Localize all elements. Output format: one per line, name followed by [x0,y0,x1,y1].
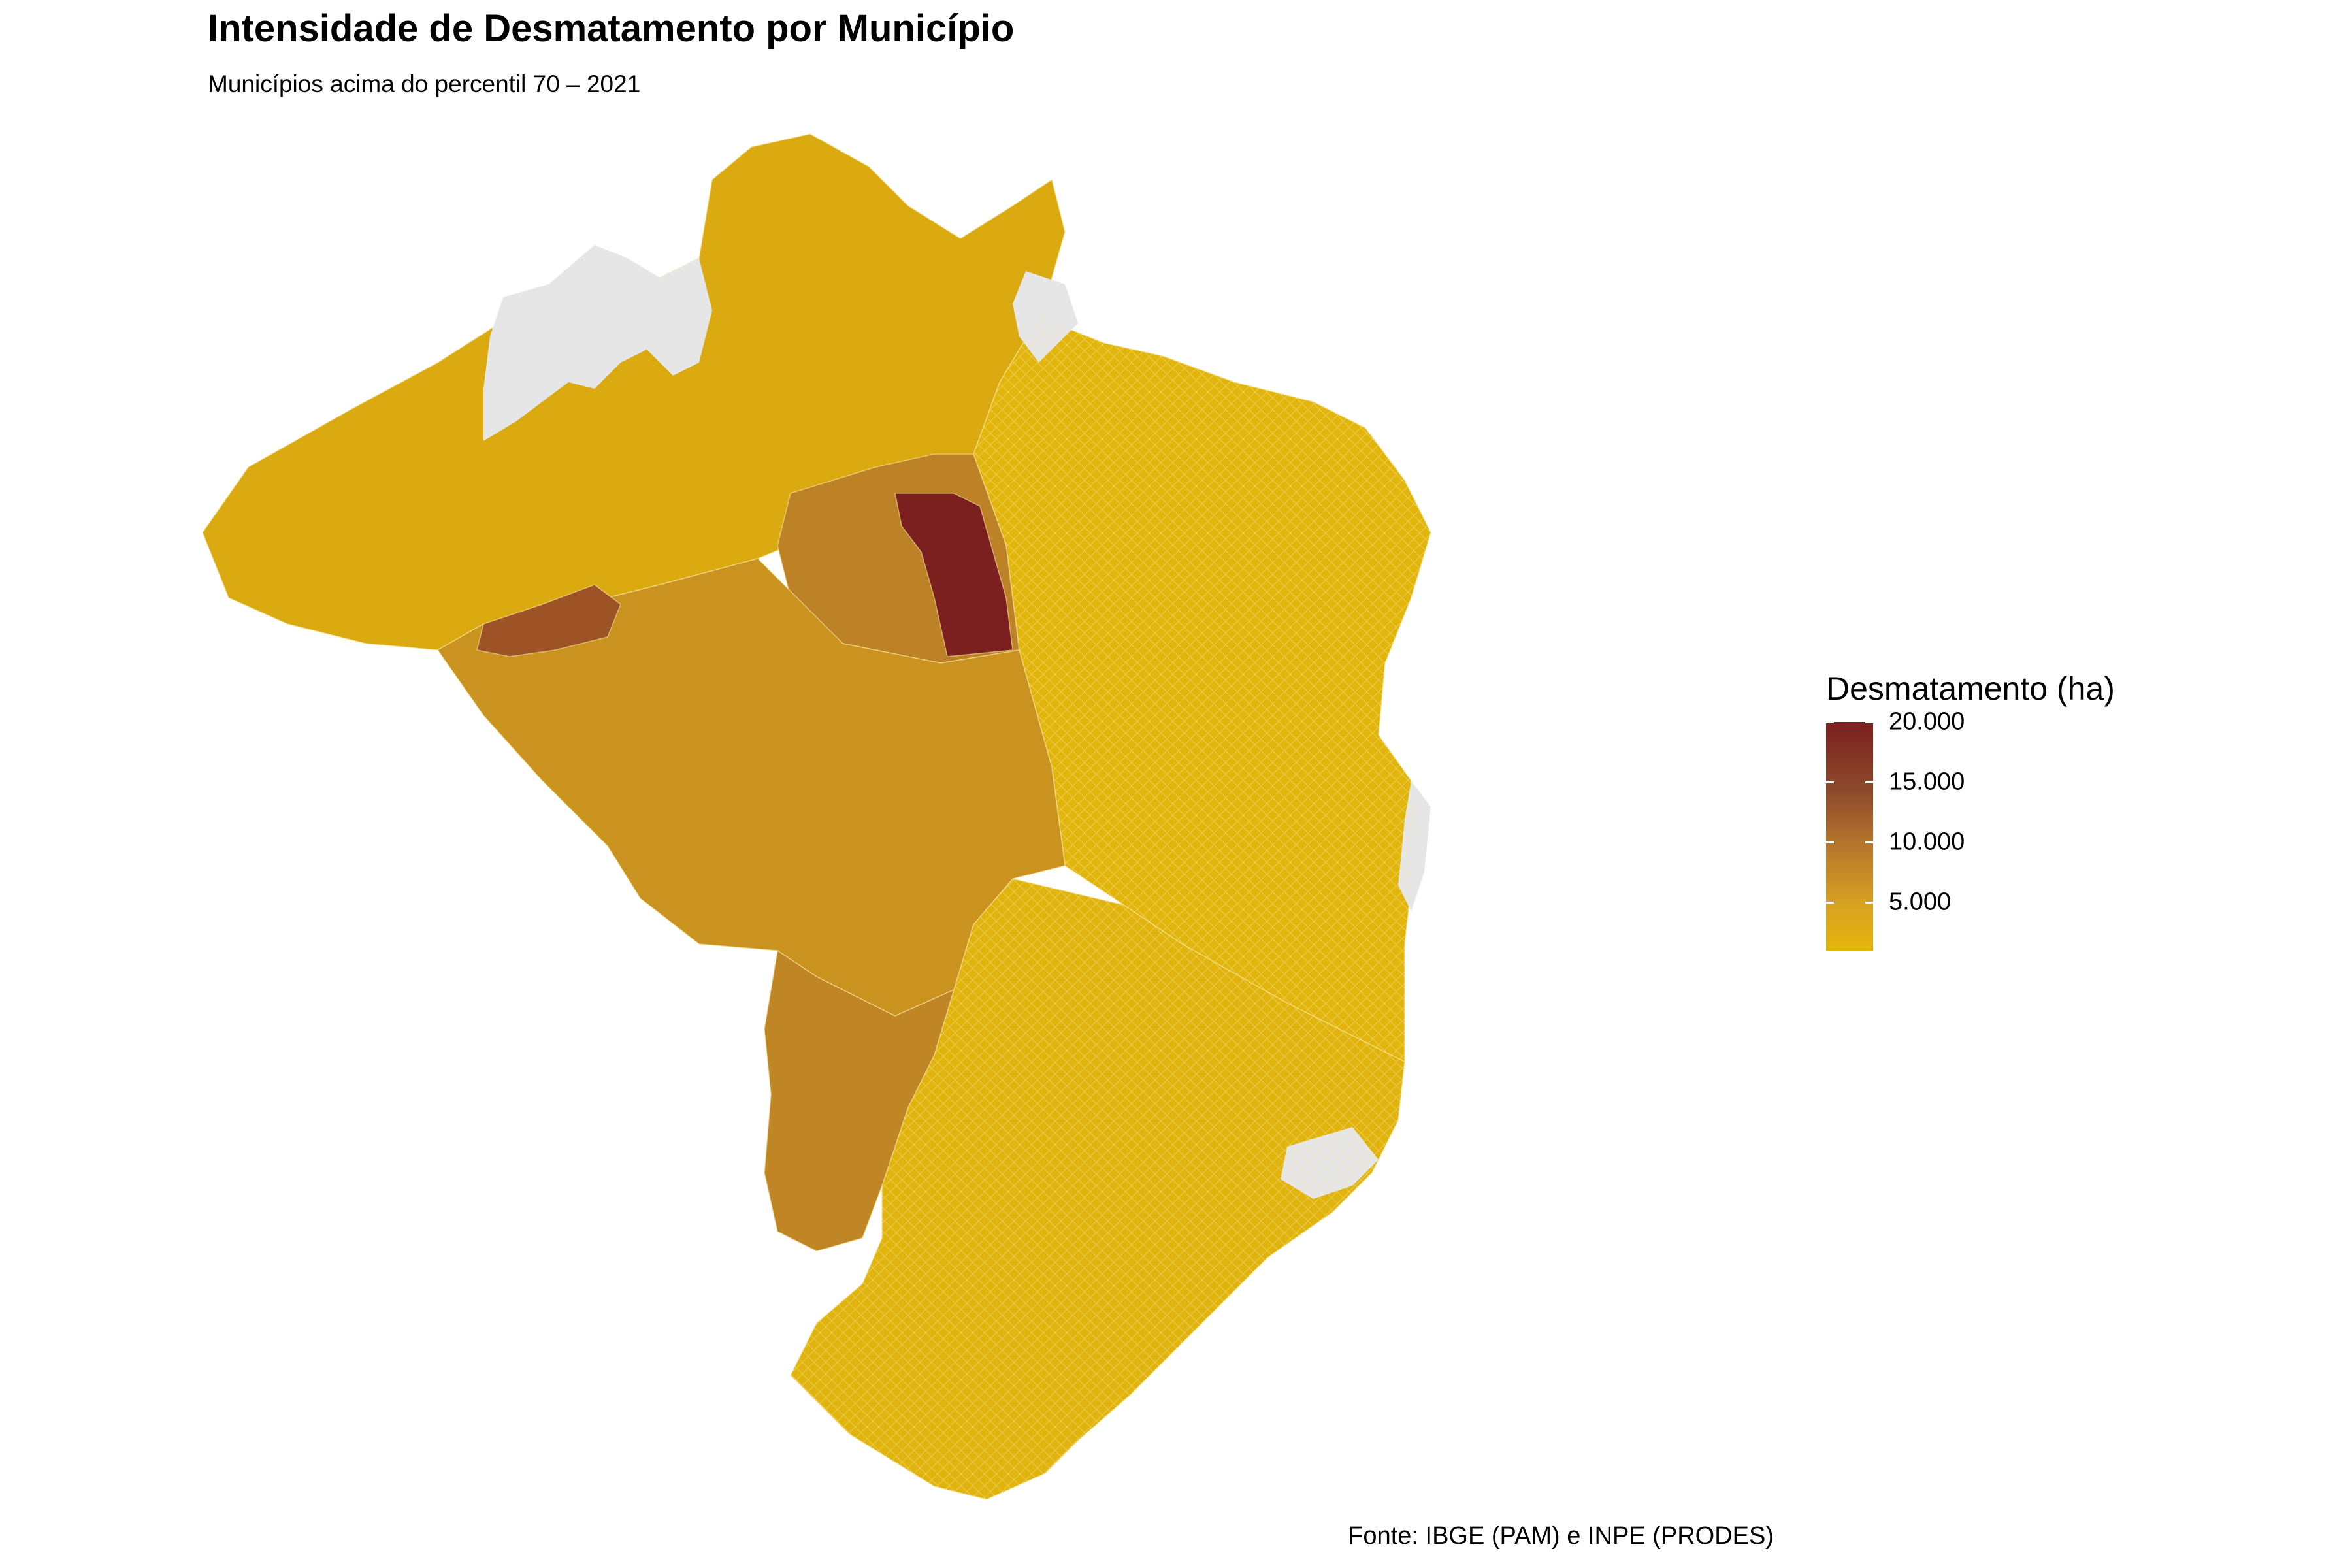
no-data-roraima [483,245,712,441]
legend-tick-label: 20.000 [1889,708,1965,736]
legend-tick [1826,901,1873,904]
legend-tick-label: 10.000 [1889,828,1965,856]
region-mato-grosso-sul-pantanal [764,949,955,1252]
legend-tick [1826,841,1873,843]
legend-title: Desmatamento (ha) [1826,670,2115,707]
color-legend: Desmatamento (ha) 20.000 15.000 10.000 5.00… [1826,666,2192,973]
source-caption: Fonte: IBGE (PAM) e INPE (PRODES) [1348,1522,1774,1550]
chart-title: Intensidade de Desmatamento por Municípi… [208,7,1015,50]
chart-subtitle: Municípios acima do percentil 70 – 2021 [208,71,641,97]
region-porto-velho-labrea [476,584,621,657]
brazil-choropleth-map [203,133,1431,1500]
region-altamira-sao-felix [894,493,1013,657]
legend-color-bar [1826,722,1873,951]
legend-tick-label: 5.000 [1889,888,1952,916]
legend-tick-label: 15.000 [1889,768,1965,796]
legend-tick [1826,781,1873,783]
municipality-borders [791,317,1431,1499]
legend-tick [1826,721,1873,723]
